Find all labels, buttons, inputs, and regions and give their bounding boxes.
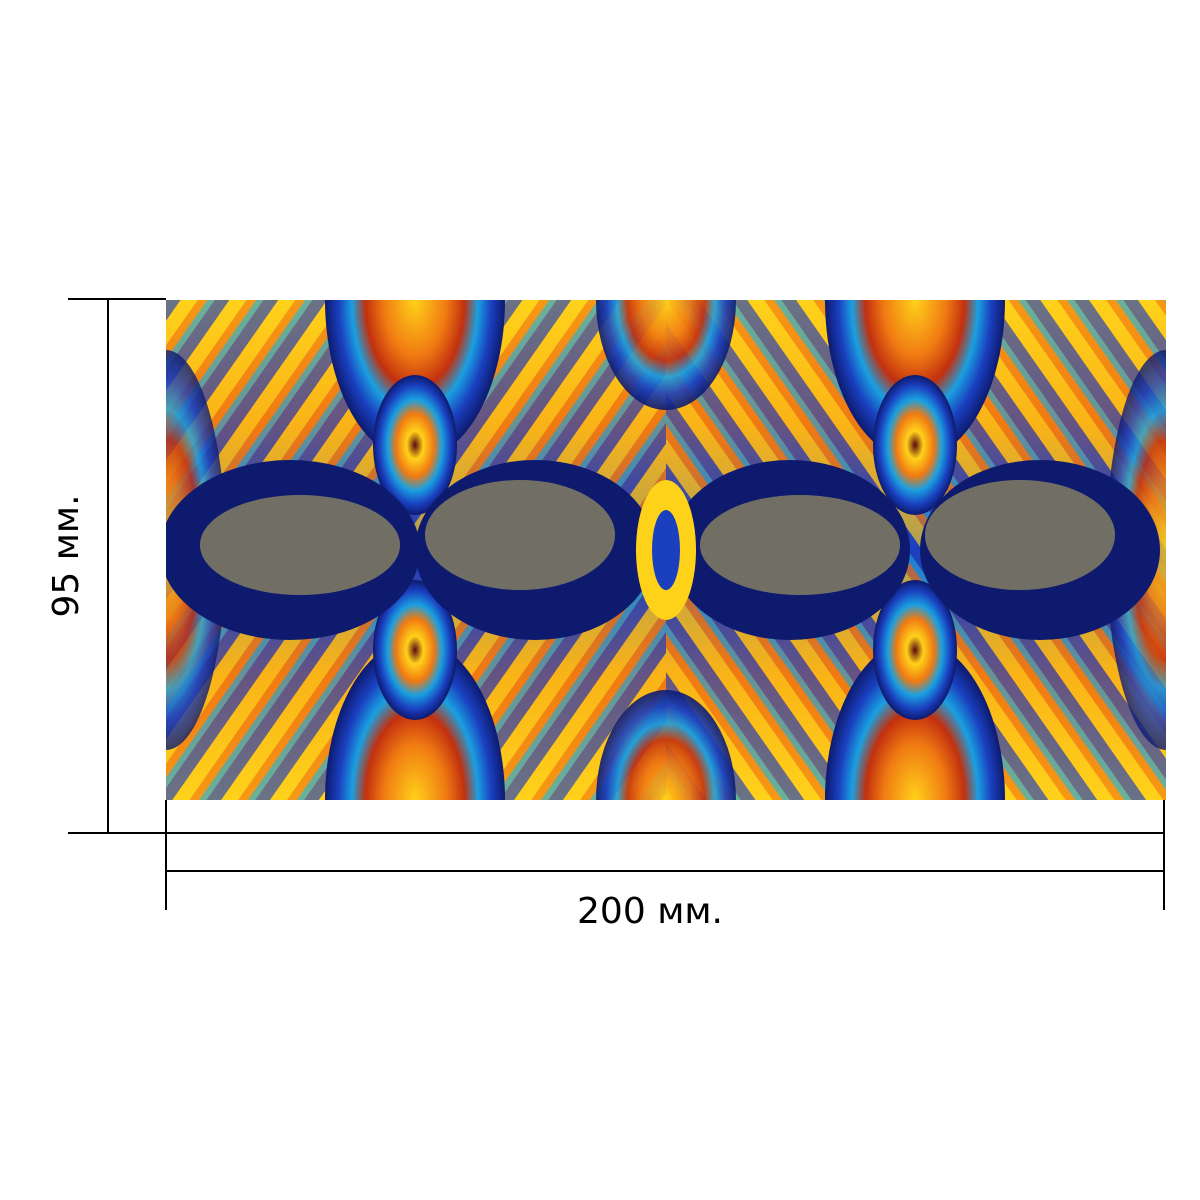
height-label: 95 мм.: [46, 494, 87, 617]
width-label: 200 мм.: [577, 891, 723, 932]
height-dimension: [68, 298, 166, 834]
fractal-artwork: [166, 300, 1166, 800]
width-dimension: [165, 800, 1165, 910]
